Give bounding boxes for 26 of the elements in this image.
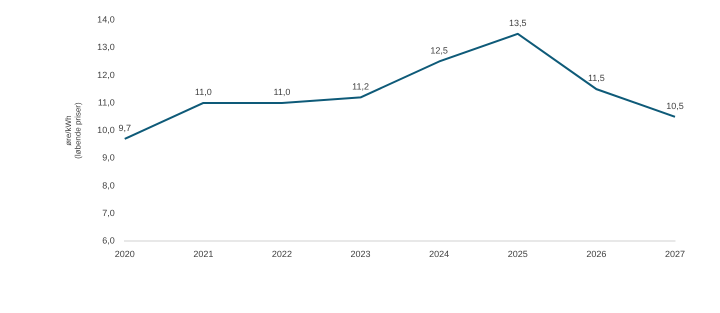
- x-tick-label: 2025: [508, 249, 528, 260]
- x-tick-label: 2021: [193, 249, 214, 260]
- data-label: 11,0: [274, 86, 290, 97]
- x-tick-label: 2020: [114, 249, 135, 260]
- y-tick-label: 6,0: [102, 236, 115, 246]
- data-label: 9,7: [118, 122, 131, 133]
- data-label: 11,2: [352, 81, 369, 92]
- x-tick-label: 2023: [350, 249, 371, 260]
- y-tick-label: 10,0: [97, 125, 115, 136]
- x-tick-label: 2024: [429, 249, 450, 260]
- data-label: 11,0: [194, 86, 212, 97]
- y-axis-title: øre/kWh (løbende priser): [64, 102, 83, 159]
- x-tick-label: 2026: [586, 249, 606, 260]
- data-label: 12,5: [430, 45, 448, 56]
- y-tick-label: 14,0: [97, 14, 115, 24]
- y-tick-label: 13,0: [97, 42, 115, 52]
- y-tick-label: 8,0: [102, 180, 115, 190]
- x-tick-label: 2022: [272, 249, 292, 260]
- y-tick-label: 9,0: [102, 152, 115, 163]
- data-label: 11,5: [588, 73, 605, 84]
- data-label: 13,5: [509, 18, 527, 28]
- y-tick-label: 12,0: [97, 70, 115, 80]
- data-label: 10,5: [666, 100, 684, 111]
- x-tick-label: 2027: [664, 249, 686, 260]
- y-tick-label: 11,0: [98, 97, 115, 108]
- y-tick-label: 7,0: [102, 208, 115, 218]
